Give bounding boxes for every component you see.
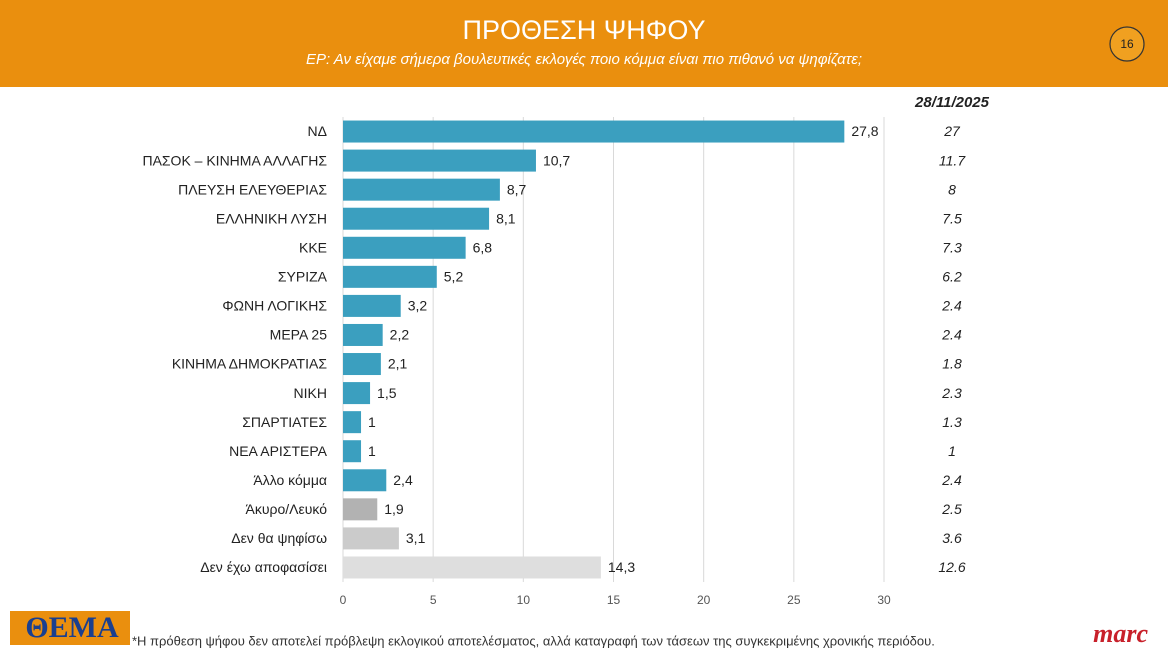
bar — [343, 236, 466, 259]
x-tick-label: 0 — [340, 593, 347, 607]
comparison-value: 1.8 — [942, 356, 962, 372]
y-tick-label: Δεν έχω αποφασίσει — [200, 559, 327, 575]
bar — [343, 411, 362, 434]
value-label: 1 — [368, 443, 376, 459]
comparison-value: 12.6 — [938, 559, 965, 575]
y-tick-label: ΚΚΕ — [299, 239, 327, 255]
value-label: 8,7 — [507, 181, 527, 197]
chart-title: ΠΡΟΘΕΣΗ ΨΗΦΟΥ — [463, 15, 706, 45]
value-label: 6,8 — [473, 239, 493, 255]
value-label: 8,1 — [496, 210, 516, 226]
x-tick-label: 30 — [877, 593, 891, 607]
y-tick-label: ΚΙΝΗΜΑ ΔΗΜΟΚΡΑΤΙΑΣ — [172, 356, 328, 372]
y-tick-label: ΕΛΛΗΝΙΚΗ ΛΥΣΗ — [216, 210, 327, 226]
bar — [343, 120, 845, 143]
chart-subtitle: ΕΡ: Αν είχαμε σήμερα βουλευτικές εκλογές… — [306, 51, 862, 68]
value-label: 2,4 — [393, 472, 413, 488]
value-label: 1,5 — [377, 385, 397, 401]
comparison-value: 3.6 — [942, 530, 962, 546]
y-tick-label: Άλλο κόμμα — [253, 472, 327, 488]
value-label: 14,3 — [608, 559, 635, 575]
value-label: 3,2 — [408, 298, 428, 314]
value-label: 2,1 — [388, 356, 408, 372]
x-tick-label: 5 — [430, 593, 437, 607]
bar — [343, 323, 383, 346]
comparison-value: 1.3 — [942, 414, 962, 430]
y-tick-label: Άκυρο/Λευκό — [245, 501, 327, 517]
value-label: 27,8 — [851, 123, 878, 139]
comparison-value: 2.3 — [941, 385, 962, 401]
y-tick-label: Δεν θα ψηφίσω — [231, 530, 327, 546]
comparison-value: 2.4 — [941, 472, 962, 488]
bar — [343, 556, 601, 579]
y-tick-label: ΝΙΚΗ — [294, 385, 327, 401]
bar — [343, 440, 362, 463]
comparison-value: 2.4 — [941, 327, 962, 343]
y-tick-label: ΣΠΑΡΤΙΑΤΕΣ — [242, 414, 327, 430]
value-label: 1 — [368, 414, 376, 430]
comparison-value: 11.7 — [939, 152, 966, 168]
x-tick-label: 20 — [697, 593, 711, 607]
comparison-value: 2.5 — [941, 501, 962, 517]
y-tick-label: ΠΑΣΟΚ – ΚΙΝΗΜΑ ΑΛΛΑΓΗΣ — [142, 152, 327, 168]
bar — [343, 527, 399, 550]
bar — [343, 207, 490, 230]
value-label: 2,2 — [390, 327, 410, 343]
comparison-value: 27 — [943, 123, 961, 139]
value-label: 1,9 — [384, 501, 404, 517]
comparison-value: 1 — [948, 443, 956, 459]
bar — [343, 498, 378, 521]
y-tick-label: ΣΥΡΙΖΑ — [278, 269, 328, 285]
comparison-value: 7.5 — [942, 210, 962, 226]
logo-left: ΘΕΜΑ — [25, 611, 119, 644]
footnote: *Η πρόθεση ψήφου δεν αποτελεί πρόβλεψη ε… — [132, 633, 935, 648]
x-tick-label: 10 — [517, 593, 531, 607]
y-tick-label: ΜΕΡΑ 25 — [270, 327, 328, 343]
comparison-title: 28/11/2025 — [914, 94, 990, 111]
bar — [343, 469, 387, 492]
comparison-value: 2.4 — [941, 298, 962, 314]
y-tick-label: ΦΩΝΗ ΛΟΓΙΚΗΣ — [222, 298, 327, 314]
header-band — [0, 0, 1168, 87]
x-tick-label: 15 — [607, 593, 621, 607]
bar — [343, 178, 500, 201]
value-label: 5,2 — [444, 269, 464, 285]
y-tick-label: ΝΔ — [308, 123, 327, 139]
page-badge — [1109, 26, 1145, 62]
bar — [343, 265, 437, 288]
bar — [343, 382, 371, 405]
bar — [343, 294, 401, 317]
y-tick-label: ΝΕΑ ΑΡΙΣΤΕΡΑ — [229, 443, 328, 459]
comparison-value: 8 — [948, 181, 956, 197]
x-tick-label: 25 — [787, 593, 801, 607]
logo-box — [10, 611, 130, 645]
value-label: 3,1 — [406, 530, 426, 546]
value-label: 10,7 — [543, 152, 570, 168]
bar — [343, 353, 381, 376]
y-tick-label: ΠΛΕΥΣΗ ΕΛΕΥΘΕΡΙΑΣ — [178, 181, 327, 197]
comparison-value: 6.2 — [942, 269, 962, 285]
logo-right: marc — [1093, 619, 1148, 648]
page-number: 16 — [1120, 37, 1134, 51]
bar — [343, 149, 536, 172]
comparison-value: 7.3 — [942, 239, 962, 255]
